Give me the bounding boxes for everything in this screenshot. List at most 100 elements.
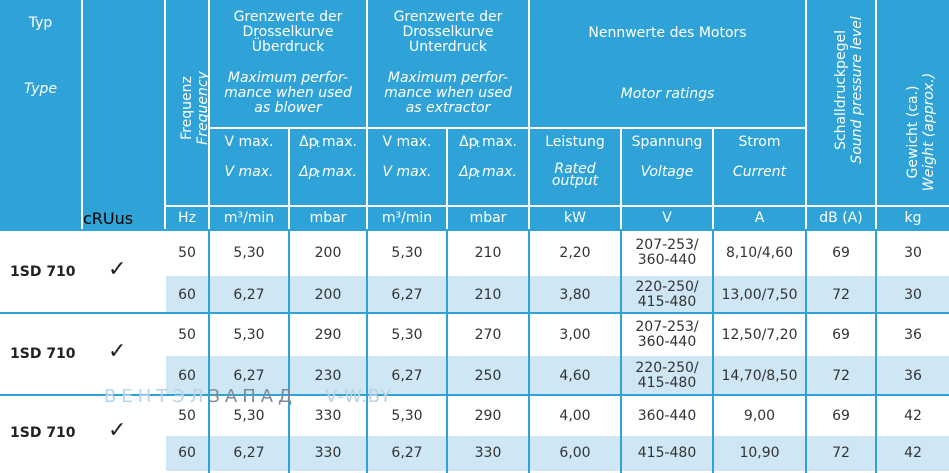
- data-cell: 6,27: [233, 286, 265, 303]
- row-background: [166, 314, 949, 356]
- row-background: [166, 396, 949, 436]
- voltage-line: 207-253/: [635, 319, 699, 335]
- voltage-line: 360-440: [637, 407, 697, 424]
- voltage-line: 415-480: [637, 294, 697, 310]
- header-weight: Gewicht (ca.) Weight (approx.): [877, 0, 949, 205]
- data-cell: 50: [178, 326, 196, 343]
- voltage-line: 415-480: [637, 375, 697, 391]
- data-cell: 5,30: [391, 407, 423, 424]
- data-cell: 72: [832, 286, 850, 303]
- svg-text:R: R: [91, 209, 103, 228]
- blower-title-line: Überdruck: [251, 39, 325, 55]
- blower-title-line: Drosselkurve: [242, 24, 334, 40]
- column-separator: [208, 229, 210, 473]
- frequency-label-en: Frequency: [195, 71, 211, 145]
- data-cell: 207-253/360-440: [622, 314, 712, 356]
- vmax-label-de: V max.: [382, 134, 432, 150]
- header-motor-group: Nennwerte des Motors Motor ratings: [530, 0, 805, 127]
- data-cell: 270: [474, 326, 502, 343]
- unit-cell: A: [714, 207, 805, 229]
- column-separator: [712, 229, 714, 473]
- data-cell: 6,27: [391, 286, 423, 303]
- type-label: 1SD 710: [10, 263, 76, 280]
- data-cell: 72: [832, 367, 850, 384]
- data-cell: 12,50/7,20: [721, 326, 798, 343]
- data-cell: 69: [832, 244, 850, 261]
- vmax-label-de: V max.: [224, 134, 274, 150]
- data-cell: 6,27: [391, 367, 423, 384]
- data-cell: 210: [474, 286, 502, 303]
- extractor-en-line: mance when used: [384, 85, 512, 101]
- data-cell: 290: [474, 407, 502, 424]
- data-cell: 69: [832, 326, 850, 343]
- data-cell: 415-480: [622, 436, 712, 471]
- power-label-en: Rated: [554, 161, 596, 177]
- row-background: [166, 276, 949, 314]
- unit-cell: Hz: [166, 207, 208, 229]
- column-separator: [528, 229, 530, 473]
- unit-cell: dB (A): [807, 207, 875, 229]
- data-cell: 14,70/8,50: [721, 367, 798, 384]
- power-label-en: output: [551, 173, 599, 189]
- data-cell: 5,30: [391, 326, 423, 343]
- extractor-title-line: Unterdruck: [408, 39, 488, 55]
- data-cell: 30: [904, 244, 922, 261]
- column-separator: [620, 229, 622, 473]
- current-label-de: Strom: [738, 134, 781, 150]
- voltage-line: 220-250/: [635, 360, 699, 376]
- sound-label-en: Sound pressure level: [849, 16, 865, 164]
- data-cell: 50: [178, 407, 196, 424]
- group-separator: [0, 312, 949, 314]
- dp-subscript: t: [476, 139, 480, 150]
- data-cell: 8,10/4,60: [725, 244, 794, 261]
- data-cell: 69: [832, 407, 850, 424]
- extractor-title-line: Grenzwerte der: [393, 9, 503, 25]
- data-cell: 330: [314, 407, 342, 424]
- column-separator: [288, 229, 290, 473]
- dp-subscript: t: [476, 169, 480, 180]
- voltage-label-de: Spannung: [631, 134, 703, 150]
- extractor-en-line: Maximum perfor-: [387, 70, 509, 86]
- column-separator: [875, 229, 877, 473]
- unit-cell: kg: [877, 207, 949, 229]
- data-cell: 5,30: [391, 244, 423, 261]
- dp-label-de: Δp max.: [459, 134, 517, 150]
- data-cell: 6,00: [559, 445, 591, 461]
- header-type: Typ Type: [0, 0, 81, 229]
- blower-en-line: Maximum perfor-: [227, 70, 349, 86]
- data-cell: 360-440: [622, 396, 712, 436]
- frequency-label-de: Frequenz: [179, 76, 195, 140]
- data-cell: 220-250/415-480: [622, 276, 712, 314]
- data-cell: 42: [904, 445, 922, 461]
- check-icon: ✓: [108, 339, 127, 364]
- data-cell: 60: [178, 445, 196, 461]
- ul-certification-icon: cRUus: [83, 209, 133, 231]
- voltage-line: 220-250/: [635, 279, 699, 295]
- unit-cell: V: [622, 207, 712, 229]
- data-cell: 6,27: [391, 445, 423, 461]
- unit-cell: mbar: [290, 207, 366, 229]
- sound-label-de: Schalldruckpegel: [833, 29, 849, 151]
- blower-en-line: mance when used: [224, 85, 352, 101]
- data-cell: 330: [314, 445, 342, 461]
- data-cell: 3,00: [559, 326, 591, 343]
- data-cell: 72: [832, 445, 850, 461]
- check-icon: ✓: [108, 417, 127, 443]
- data-cell: 200: [314, 286, 342, 303]
- dp-subscript: t: [316, 139, 320, 150]
- data-cell: 4,60: [559, 367, 591, 384]
- data-cell: 10,90: [739, 445, 780, 461]
- data-cell: 2,20: [559, 244, 591, 261]
- data-cell: 210: [474, 244, 502, 261]
- watermark: ВЕНТЭЛЗАПАД V-W.BY: [104, 386, 392, 407]
- unit-cell: kW: [530, 207, 620, 229]
- data-cell: 207-253/360-440: [622, 231, 712, 275]
- extractor-en-line: as extractor: [405, 100, 491, 116]
- vmax-label-en: V max.: [382, 164, 432, 180]
- svg-text:us: us: [114, 209, 134, 228]
- dp-subscript: t: [316, 169, 320, 180]
- data-cell: 330: [474, 445, 502, 461]
- unit-cell: m³/min: [368, 207, 446, 229]
- header-dp: Δp max. t Δp max. t: [448, 129, 528, 205]
- motor-title: Nennwerte des Motors: [588, 25, 747, 41]
